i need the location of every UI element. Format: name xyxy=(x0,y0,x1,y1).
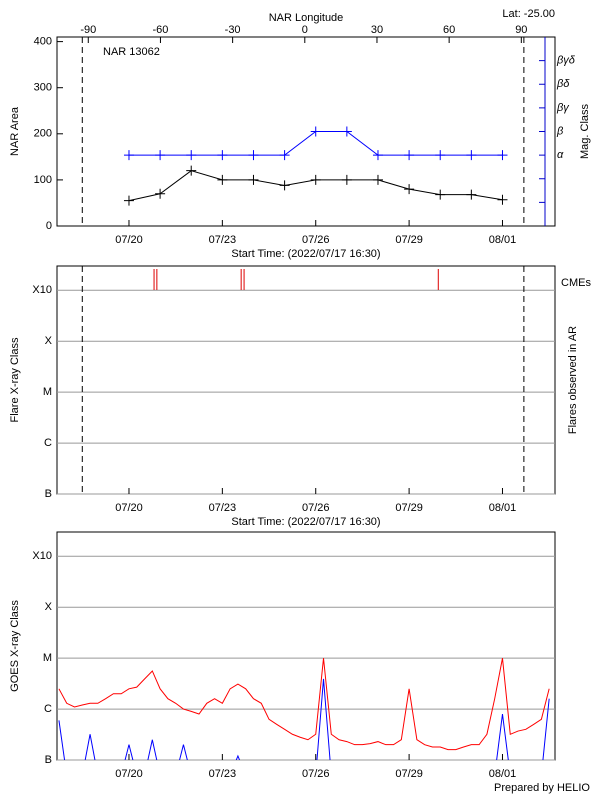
y2-tick-label: α xyxy=(557,149,564,161)
x-tick-label: 07/26 xyxy=(302,234,330,246)
x2-axis-label: NAR Longitude xyxy=(269,12,344,24)
y-tick-label: X xyxy=(45,335,53,347)
y-tick-label: B xyxy=(45,754,52,766)
y2-tick-label: βδ xyxy=(556,78,570,90)
y-tick-label: X10 xyxy=(32,550,52,562)
y-tick-label: M xyxy=(43,652,52,664)
y2-tick-label: β xyxy=(556,125,564,137)
series-line xyxy=(58,678,550,760)
x-tick-label: 07/20 xyxy=(115,234,143,246)
y-tick-label: B xyxy=(45,488,52,500)
x2-tick-label: -90 xyxy=(80,24,96,36)
y-tick-label: 100 xyxy=(34,174,52,186)
y-tick-label: M xyxy=(43,386,52,398)
plot-frame xyxy=(56,265,556,495)
point-marker xyxy=(497,194,508,205)
y-tick-label: C xyxy=(44,703,52,715)
y-tick-label: 300 xyxy=(34,82,52,94)
series-group xyxy=(58,658,550,760)
annotation: Lat: -25.00 xyxy=(502,8,555,20)
plot-frame xyxy=(56,36,556,227)
x2-tick-label: -60 xyxy=(152,24,168,36)
cme-label: CMEs xyxy=(561,277,591,289)
y2-tick-label: βγδ xyxy=(556,55,576,67)
x2-tick-label: 90 xyxy=(515,24,527,36)
series-line xyxy=(58,658,550,751)
y-tick-label: 0 xyxy=(46,220,52,232)
y-axis-label: NAR Area xyxy=(9,106,21,156)
footer: Prepared by HELIO xyxy=(494,782,590,794)
x2-tick-label: -30 xyxy=(225,24,241,36)
x-tick-label: 07/29 xyxy=(395,502,423,514)
x-tick-label: 07/20 xyxy=(115,502,143,514)
x-tick-label: 08/01 xyxy=(489,768,517,780)
y-tick-label: X10 xyxy=(32,284,52,296)
x-tick-label: 07/29 xyxy=(395,234,423,246)
x-axis-label: Start Time: (2022/07/17 16:30) xyxy=(231,516,380,528)
x-tick-label: 07/23 xyxy=(209,502,237,514)
x2-tick-label: 60 xyxy=(443,24,455,36)
y-tick-label: C xyxy=(44,437,52,449)
y2-axis-label: Mag. Class xyxy=(579,103,591,159)
x-tick-label: 07/26 xyxy=(302,768,330,780)
y-tick-label: 200 xyxy=(34,128,52,140)
chart-title: NAR 13062 xyxy=(103,46,160,58)
x2-tick-label: 0 xyxy=(302,24,308,36)
x-tick-label: 07/20 xyxy=(115,768,143,780)
y2-axis-label: Flares observed in AR xyxy=(567,326,579,434)
x2-tick-label: 30 xyxy=(371,24,383,36)
x-tick-label: 07/29 xyxy=(395,768,423,780)
plot-frame xyxy=(56,531,556,761)
x-tick-label: 08/01 xyxy=(489,234,517,246)
x-tick-label: 07/23 xyxy=(209,234,237,246)
series-line xyxy=(128,131,503,156)
y-tick-label: X xyxy=(45,601,53,613)
x-axis-label: Start Time: (2022/07/17 16:30) xyxy=(231,248,380,260)
x-tick-label: 07/26 xyxy=(302,502,330,514)
x-tick-label: 07/23 xyxy=(209,768,237,780)
y2-tick-label: βγ xyxy=(556,102,570,114)
series-line xyxy=(128,170,503,202)
y-axis-label: Flare X-ray Class xyxy=(9,337,21,422)
y-axis-label: GOES X-ray Class xyxy=(9,600,21,692)
y-tick-label: 400 xyxy=(34,36,52,48)
x-tick-label: 08/01 xyxy=(489,502,517,514)
